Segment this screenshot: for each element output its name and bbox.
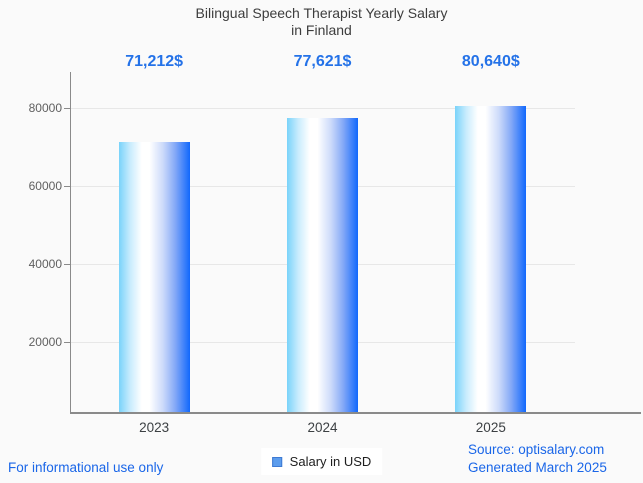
legend-item-salary-in-usd[interactable]: Salary in USD xyxy=(260,448,383,475)
value-label-2024: 77,621$ xyxy=(293,53,352,70)
y-tick-label-80000: 80000 xyxy=(28,101,62,116)
y-tick-mark xyxy=(64,263,70,265)
chart-title-line2: in Finland xyxy=(291,22,352,38)
y-tick-label-40000: 40000 xyxy=(28,256,62,271)
x-axis-line xyxy=(70,412,641,414)
bar-2025 xyxy=(455,105,527,412)
y-tick-mark xyxy=(64,186,70,188)
y-tick-mark xyxy=(64,108,70,110)
legend-label: Salary in USD xyxy=(289,454,372,469)
generated-date: Generated March 2025 xyxy=(468,459,607,475)
bar-2024 xyxy=(287,117,358,412)
y-tick-label-20000: 20000 xyxy=(28,334,62,349)
value-label-2025: 80,640$ xyxy=(461,53,520,70)
chart-title-line1: Bilingual Speech Therapist Yearly Salary xyxy=(195,5,448,21)
bar-2023 xyxy=(118,142,190,412)
source-link[interactable]: Source: optisalary.com xyxy=(468,442,605,457)
y-tick-mark xyxy=(64,341,70,343)
chart-title: Bilingual Speech Therapist Yearly Salary… xyxy=(0,5,643,39)
x-axis-label-2024: 2024 xyxy=(307,420,338,435)
x-axis-label-2025: 2025 xyxy=(475,420,506,435)
attribution-block: Source: optisalary.com Generated March 2… xyxy=(468,441,607,476)
x-axis-label-2023: 2023 xyxy=(139,420,170,435)
gridline-80000 xyxy=(70,108,575,110)
legend-swatch-icon xyxy=(271,456,282,467)
value-label-2023: 71,212$ xyxy=(125,53,184,70)
y-tick-label-60000: 60000 xyxy=(28,179,62,194)
y-axis-line xyxy=(70,72,71,414)
disclaimer-text: For informational use only xyxy=(8,460,164,475)
